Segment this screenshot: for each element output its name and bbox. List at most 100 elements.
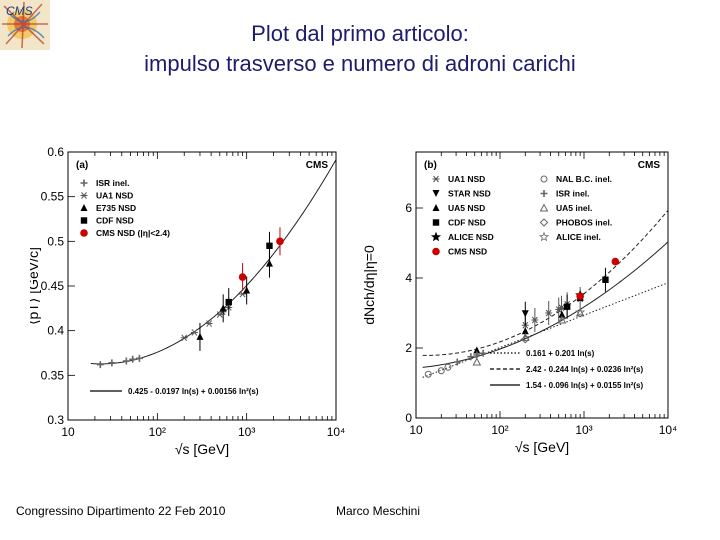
fit-legend-label: 0.161 + 0.201 ln(s) [526,349,595,358]
y-tick-label: 0 [405,411,412,425]
fit-curve-dashed [422,210,668,356]
data-point-open-circle [444,363,452,371]
fit-legend-label: 1.54 - 0.096 ln(s) + 0.0155 ln²(s) [526,381,644,390]
x-tick-label: 10 [409,423,423,437]
experiment-label: CMS [638,160,661,171]
y-tick-label: 0.6 [47,145,64,159]
legend-label: STAR NSD [448,189,491,199]
legend-label: CDF NSD [448,218,486,228]
legend-marker [540,175,548,183]
legend-label: ALICE NSD [448,232,494,242]
data-point-asterisk [190,329,198,336]
data-point-triangle [265,259,273,267]
slide-title-line-1: Plot dal primo articolo: [251,21,469,46]
data-point-asterisk [558,304,566,312]
data-point-open-cross [467,353,475,361]
data-point-open-circle [437,367,445,375]
legend-marker [432,204,440,211]
data-point-triangle [558,310,566,318]
legend-label: PHOBOS inel. [556,218,612,228]
legend-label: CMS NSD (|η|<2.4) [96,228,170,238]
x-tick-label: 10³ [575,423,592,437]
panel-label: (a) [76,160,88,171]
fit-curve-solid [422,241,668,368]
data-point-circle [611,257,620,266]
y-tick-label: 6 [405,201,412,215]
data-point-circle [276,237,284,246]
data-point-open-cross [135,354,143,362]
legend-marker [538,231,550,242]
data-point-open-cross [122,357,130,365]
legend-label: NAL B.C. inel. [556,174,612,184]
legend-marker [80,192,88,199]
data-point-asterisk [216,311,224,318]
legend-marker [80,179,88,187]
plot-frame [415,151,669,419]
legend-marker [80,229,88,237]
data-point-open-circle [424,370,432,378]
legend-label: E735 NSD [96,203,136,213]
chart-background [30,140,350,466]
cms-logo: CMS [0,0,50,50]
y-axis-label: dNch/dη|η=0 [362,245,377,325]
data-point-asterisk [531,316,539,324]
legend-label: UA1 NSD [96,191,133,201]
y-tick-label: 4 [405,271,412,285]
footer-author: Marco Meschini [336,504,421,518]
legend-label: ISR inel. [96,178,130,188]
data-point-open-diamond [521,335,530,344]
legend-label: UA5 NSD [448,203,485,213]
plot-area-b [422,210,668,378]
data-point-open-cross [453,358,461,366]
legend-marker [80,204,88,211]
slide-title-line-2: impulso trasverso e numero di adroni car… [144,51,576,76]
x-axis-label: √s [GeV] [175,441,229,457]
legend-label: ISR inel. [556,189,590,199]
legend-marker [80,217,88,224]
y-tick-label: 0.4 [47,324,64,338]
data-point-triangle [243,286,251,294]
data-point-asterisk [545,309,553,317]
legend-marker [539,218,549,227]
x-tick-label: 10⁴ [327,425,346,439]
legend-marker [432,219,440,226]
data-point-asterisk [180,334,188,342]
data-point-circle [576,292,584,300]
legend-marker [539,203,549,212]
data-point-square [602,276,609,283]
x-axis-label: √s [GeV] [515,439,569,455]
plot-area-a [90,159,336,369]
data-point-circle [238,273,247,281]
data-point-open-cross [473,351,481,359]
legend-marker [540,190,548,197]
data-point-triangle [219,304,227,312]
y-tick-label: 0.55 [41,190,65,204]
data-point-asterisk [205,320,213,327]
data-point-open-cross [129,355,137,363]
legend-label: CDF NSD [96,216,134,226]
y-tick-label: 2 [405,341,412,355]
fit-legend-label: 2.42 - 0.244 ln(s) + 0.0236 ln²(s) [526,365,644,374]
data-point-square [266,242,273,249]
chart-dndeta-vs-sqrt-s: 10 10² 10³ 10⁴ 0 2 4 6 √s [GeV] dNch/dη|η=0 (b) CMS… [362,140,684,466]
legend-marker [432,190,440,197]
footer-conference: Congressino Dipartimento 22 Feb 2010 [16,504,226,518]
logo-text: CMS [6,4,33,18]
data-point-open-cross [96,361,104,369]
y-tick-label: 0.45 [41,279,65,293]
x-tick-label: 10² [149,425,166,439]
data-point-square [225,298,232,306]
data-point-open-triangle [557,315,567,324]
x-tick-label: 10² [491,423,508,437]
x-tick-label: 10³ [238,425,255,439]
y-tick-label: 0.3 [47,413,64,427]
legend-marker [432,247,440,256]
legend-label: UA5 inel. [556,203,592,213]
legend-marker [430,231,442,242]
legend-label: UA1 NSD [448,174,485,184]
data-point-triangle [196,332,204,340]
data-point-triangle-down [521,310,529,318]
legend-label: CMS NSD [448,247,487,257]
experiment-label: CMS [306,160,329,171]
x-tick-label: 10⁴ [659,423,678,437]
